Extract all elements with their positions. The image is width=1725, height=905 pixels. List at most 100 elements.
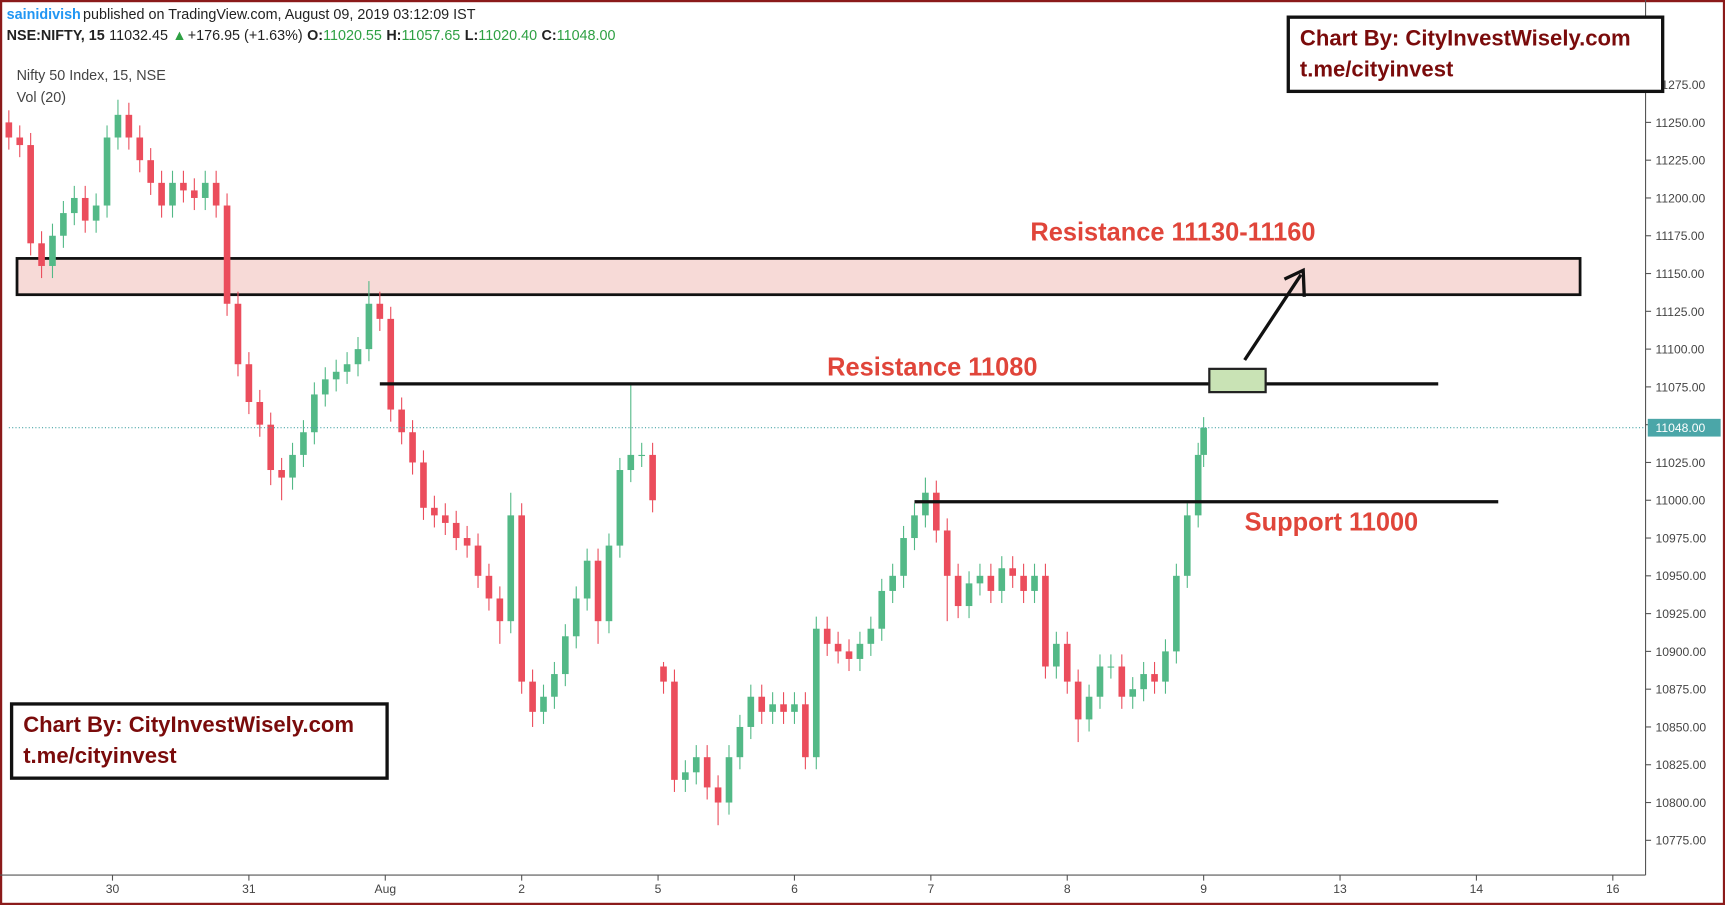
candle-body	[671, 681, 678, 780]
x-tick-label: 2	[518, 882, 525, 896]
y-tick-label: 10775.00	[1655, 834, 1706, 848]
candle-body	[27, 145, 34, 244]
candle-body	[234, 303, 242, 365]
candle-body	[998, 568, 1006, 591]
candle-body	[278, 470, 285, 478]
published: published on TradingView.com, August 09,…	[83, 5, 476, 23]
x-tick-label: 30	[106, 882, 120, 896]
candle-body	[943, 530, 951, 576]
y-tick-label: 11200.00	[1655, 191, 1705, 205]
candle-body	[5, 122, 13, 138]
candle-body	[1085, 696, 1093, 720]
candle-body	[223, 205, 231, 304]
candle-body	[92, 205, 100, 221]
candle-body	[780, 704, 787, 712]
y-tick-label: 10800.00	[1655, 796, 1706, 810]
candle-body	[976, 575, 984, 584]
level-label: Support 11000	[1245, 509, 1419, 537]
candle-body	[1129, 689, 1137, 697]
candle-body	[1020, 575, 1027, 591]
candle-body	[431, 507, 438, 516]
candle-body	[823, 628, 831, 644]
watermark: Chart By: CityInvestWisely.com t.me/city…	[1286, 15, 1665, 94]
candle-body	[1063, 643, 1071, 682]
x-tick-label: 31	[242, 882, 256, 896]
x-tick-label: 13	[1333, 882, 1347, 896]
candle-body	[256, 402, 264, 425]
candle-body	[114, 114, 122, 138]
candle-body	[300, 432, 307, 455]
price: 11032.45	[109, 26, 169, 44]
candle-body	[1009, 568, 1017, 576]
candle-body	[321, 379, 329, 395]
publish-line: sainidivish published on TradingView.com,…	[7, 6, 480, 23]
candle-body	[463, 538, 471, 546]
watermark-line: t.me/cityinvest	[23, 744, 177, 769]
candle-body	[845, 651, 853, 659]
candle-body	[16, 137, 24, 146]
watermark-line: t.me/cityinvest	[1299, 57, 1454, 82]
candle-body	[802, 704, 809, 758]
candle-body	[965, 583, 973, 607]
candle-body	[387, 318, 395, 410]
ohlc-value: 11057.65	[401, 26, 461, 44]
x-tick-label: 9	[1200, 882, 1207, 896]
y-tick-label: 11025.00	[1655, 456, 1705, 470]
candle-body	[441, 515, 449, 523]
y-tick-label: 10850.00	[1655, 720, 1706, 734]
candle-body	[169, 182, 176, 206]
candle-body	[365, 303, 373, 350]
candle-body	[147, 160, 154, 183]
candle-body	[1074, 681, 1082, 720]
y-tick-label: 10925.00	[1655, 607, 1706, 621]
candle-body	[267, 424, 275, 471]
candle-body	[605, 545, 613, 622]
y-tick-label: 11250.00	[1655, 116, 1705, 130]
candle-body	[791, 704, 798, 712]
candle-body	[856, 643, 864, 659]
y-tick-label: 11225.00	[1655, 154, 1705, 168]
ohlc-key: C:	[541, 26, 557, 44]
candle-body	[747, 696, 755, 727]
candle-body	[1151, 674, 1158, 682]
candle-body	[420, 462, 427, 508]
y-tick-label: 10825.00	[1655, 758, 1706, 772]
ohlc-value: 11020.40	[478, 26, 538, 44]
ohlc-key: O:	[307, 26, 324, 44]
candle-body	[922, 492, 929, 516]
breakout-box	[1208, 367, 1267, 394]
candle-body	[1183, 515, 1191, 576]
candle-body	[638, 454, 646, 457]
y-tick-label: 11125.00	[1655, 305, 1704, 319]
symbol: NSE:NIFTY, 15	[6, 26, 105, 44]
candle-body	[81, 197, 89, 221]
ohlc-value: 11020.55	[323, 26, 382, 44]
legend-title: Nifty 50 Index, 15, NSE	[16, 66, 166, 84]
level-label: Resistance 11080	[827, 353, 1037, 381]
candle-body	[736, 726, 744, 758]
candle-body	[660, 666, 667, 682]
candle-body	[878, 590, 886, 629]
user: sainidivish	[6, 5, 81, 23]
watermark: Chart By: CityInvestWisely.com t.me/city…	[9, 702, 389, 780]
candle-body	[376, 303, 384, 319]
candle-body	[540, 696, 547, 712]
y-tick-label: 10975.00	[1655, 531, 1706, 545]
candle-body	[987, 575, 995, 591]
y-tick-label: 10950.00	[1655, 569, 1706, 583]
candle-body	[136, 137, 144, 161]
candle-body	[496, 598, 504, 622]
candle-body	[158, 182, 165, 206]
y-tick-label: 11000.00	[1655, 494, 1705, 508]
candle-body	[682, 772, 689, 780]
x-tick-label: 16	[1606, 882, 1620, 896]
candle-body	[311, 394, 318, 433]
candle-body	[954, 575, 962, 607]
candle-body	[191, 190, 198, 198]
candle-body	[49, 235, 56, 266]
candle-body	[725, 757, 733, 803]
candle-body	[180, 182, 187, 191]
